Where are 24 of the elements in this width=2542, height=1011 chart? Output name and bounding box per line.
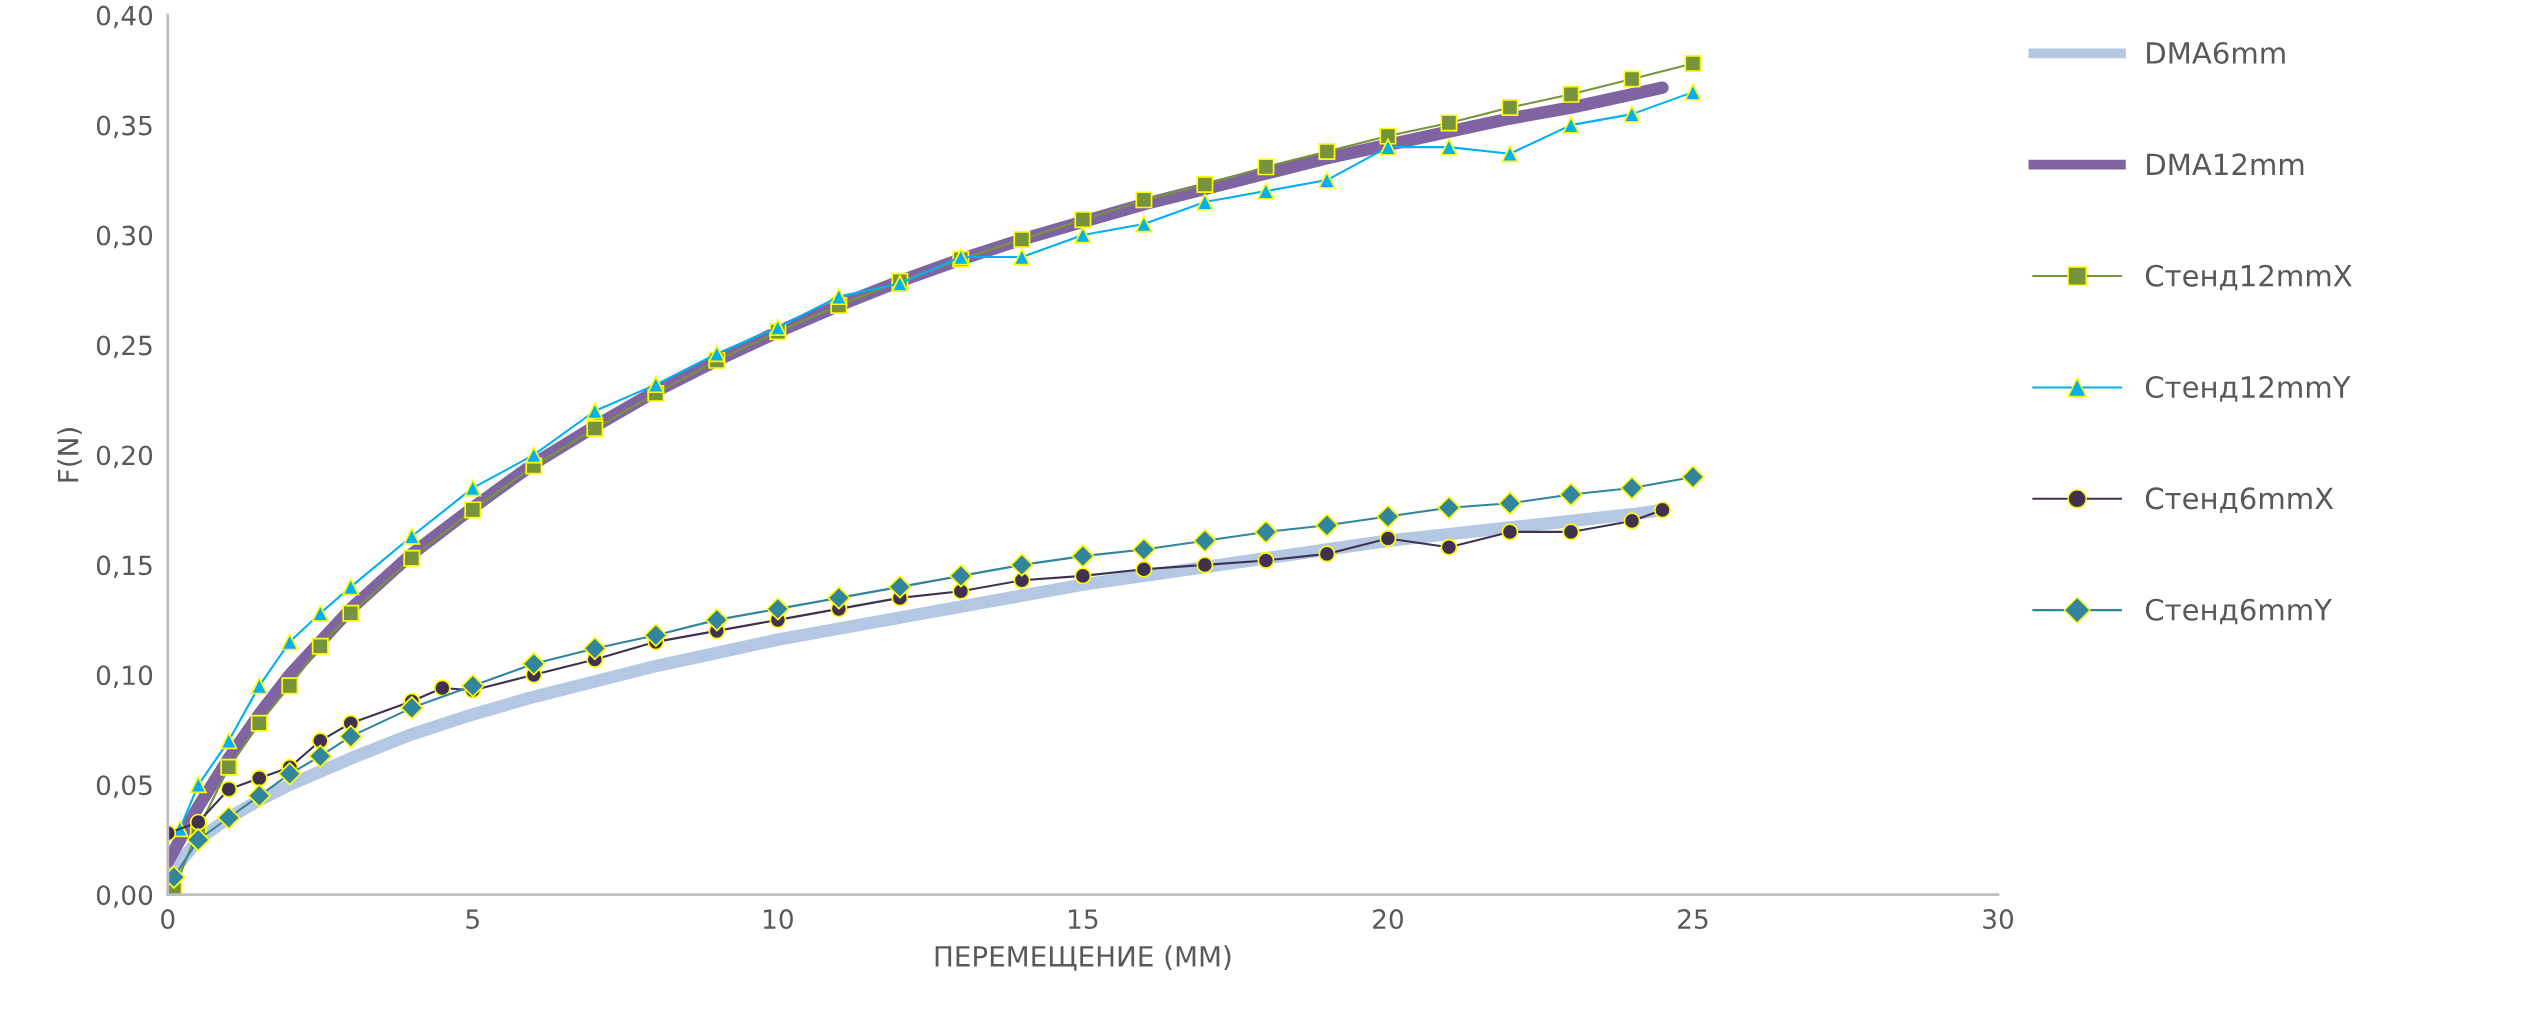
y-tick-label: 0,30 (96, 225, 153, 249)
x-tick-label: 0 (161, 909, 175, 930)
x-axis-title: ПЕРЕМЕЩЕНИЕ (MM) (935, 945, 1231, 971)
y-tick-label: 0,15 (96, 555, 152, 578)
y-axis-title: F(N) (57, 428, 82, 482)
y-tick-label: 0,05 (96, 775, 152, 798)
x-tick-label: 5 (466, 909, 479, 930)
x-tick-label: 30 (1983, 909, 2014, 930)
legend-label: Стенд12mmX (2145, 264, 2352, 291)
x-tick-label: 15 (1069, 909, 1098, 930)
legend-label: Стенд6mmX (2145, 487, 2334, 514)
x-tick-label: 25 (1678, 909, 1708, 930)
legend-label: Стенд12mmY (2145, 375, 2351, 402)
y-tick-label: 0,40 (96, 5, 153, 29)
legend-label: Стенд6mmY (2145, 598, 2333, 625)
y-tick-label: 0,00 (96, 885, 153, 908)
legend-label: DMA12mm (2147, 153, 2304, 175)
legend-label: DMA6mm (2147, 41, 2285, 64)
y-tick-label: 0,20 (96, 445, 153, 469)
y-tick-label: 0,35 (96, 115, 152, 139)
x-tick-label: 10 (763, 909, 793, 930)
x-tick-label: 20 (1373, 909, 1403, 930)
y-tick-label: 0,25 (96, 335, 152, 359)
y-tick-label: 0,10 (96, 665, 153, 688)
